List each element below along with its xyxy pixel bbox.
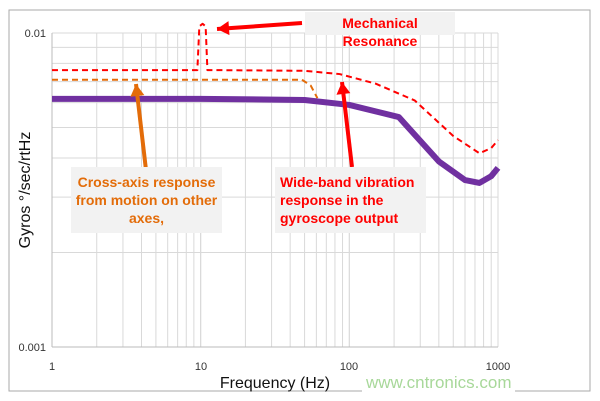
x-axis-label: Frequency (Hz) [220, 375, 330, 392]
annotation-wide-band: Wide-band vibration response in the gyro… [275, 167, 426, 233]
arrow-cross-axis-head [130, 84, 145, 97]
arrow-mechanical-resonance [216, 21, 303, 31]
x-tick-label: 1000 [486, 361, 510, 373]
series-line-dashed-0 [52, 78, 319, 99]
arrow-wide-band-head [336, 82, 351, 95]
arrow-wide-band [340, 81, 354, 168]
annotation-cross-axis: Cross-axis response from motion on other… [71, 167, 222, 233]
series-line-solid-2 [52, 95, 501, 186]
y-axis-label: Gyros °/sec/rtHz [17, 132, 34, 249]
series-line-dashed-1 [52, 22, 499, 155]
x-tick-label: 1 [49, 361, 55, 373]
watermark: www.cntronics.com [362, 373, 516, 393]
y-tick-label: 0.01 [25, 28, 46, 40]
x-tick-label: 10 [195, 361, 207, 373]
annotation-mechanical-resonance: Mechanical Resonance [305, 12, 455, 49]
x-tick-label: 100 [340, 361, 358, 373]
arrow-cross-axis [134, 83, 148, 171]
y-tick-label: 0.001 [18, 342, 46, 354]
arrow-mechanical-resonance-head [217, 21, 230, 36]
